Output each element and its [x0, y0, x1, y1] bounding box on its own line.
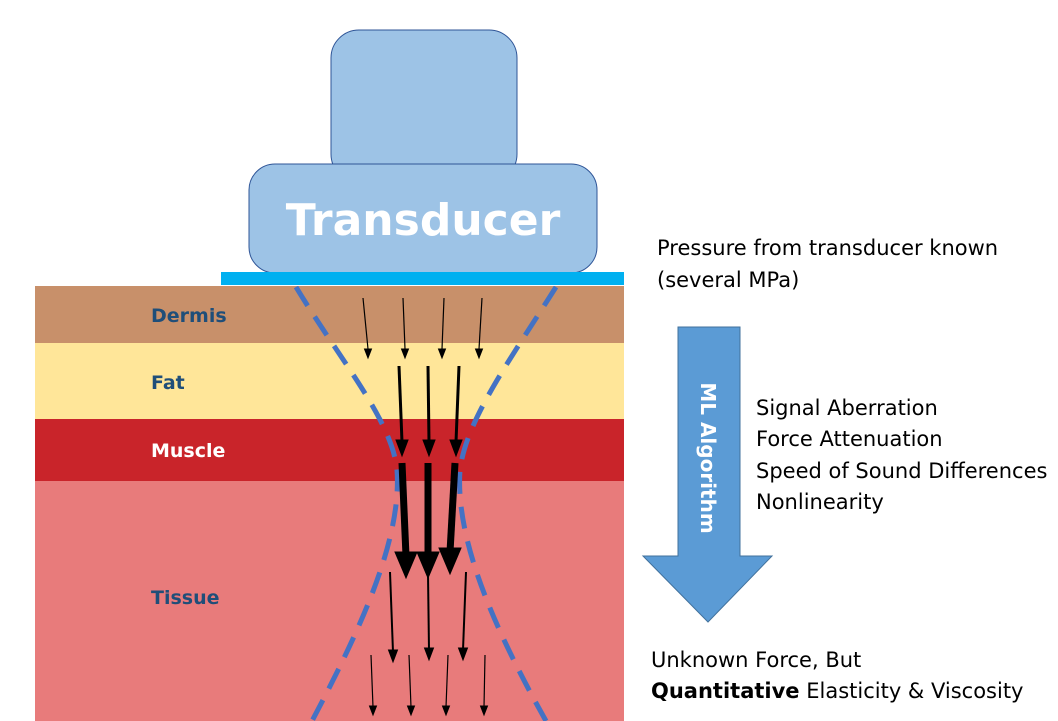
- pressure-note-line2: (several MPa): [657, 268, 799, 292]
- effect-item: Signal Aberration: [756, 396, 938, 420]
- effect-item: Speed of Sound Differences: [756, 459, 1047, 483]
- transducer-handle: [331, 30, 517, 182]
- label-dermis: Dermis: [151, 305, 227, 327]
- effect-item: Nonlinearity: [756, 490, 884, 514]
- tissue-layers: [35, 286, 624, 721]
- layer-muscle: [35, 419, 624, 481]
- arrow-tissue-2: [428, 574, 429, 650]
- transducer-face: [221, 272, 624, 285]
- arrow-muscle-1: [402, 463, 406, 556]
- transducer: Transducer: [221, 30, 624, 285]
- effect-item: Force Attenuation: [756, 427, 943, 451]
- result-note-line2: Quantitative Elasticity & Viscosity: [651, 679, 1023, 703]
- arrow-group-muscle: [395, 463, 461, 578]
- label-muscle: Muscle: [151, 440, 225, 462]
- ml-algorithm-arrow: ML Algorithm: [643, 327, 772, 622]
- transducer-label: Transducer: [286, 195, 561, 246]
- label-tissue: Tissue: [151, 587, 220, 609]
- layer-fat: [35, 343, 624, 419]
- layer-dermis: [35, 286, 624, 343]
- result-note-line1: Unknown Force, But: [651, 648, 861, 672]
- result-note-rest: Elasticity & Viscosity: [800, 679, 1024, 703]
- arrow-muscle-3: [450, 463, 455, 552]
- result-note-bold: Quantitative: [651, 679, 800, 703]
- arrow-fat-2: [428, 366, 429, 442]
- ml-algorithm-label: ML Algorithm: [696, 382, 720, 533]
- label-fat: Fat: [151, 372, 185, 394]
- pressure-note-line1: Pressure from transducer known: [657, 236, 998, 260]
